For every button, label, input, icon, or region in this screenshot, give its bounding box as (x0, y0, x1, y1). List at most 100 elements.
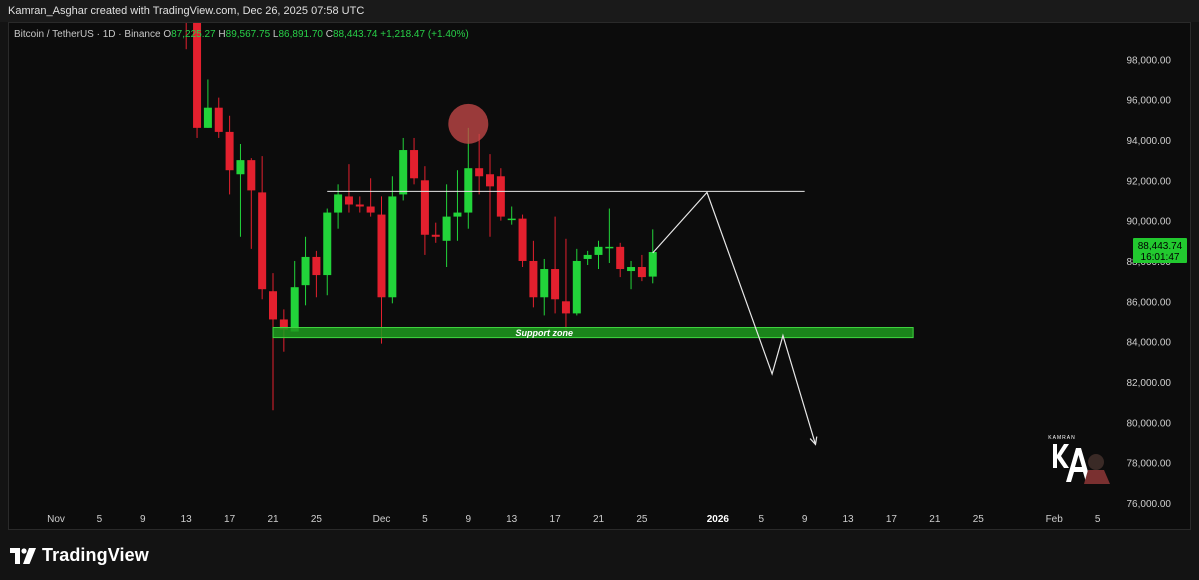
x-tick-label: 5 (758, 514, 764, 525)
footer (0, 530, 1199, 580)
candle (258, 156, 267, 300)
y-tick-label: 92,000.00 (1127, 176, 1172, 187)
candle-body (431, 234, 440, 237)
candle (399, 137, 408, 201)
y-tick-label: 94,000.00 (1127, 136, 1172, 147)
candle (464, 127, 473, 229)
open-label: O (163, 29, 172, 40)
candle-body (236, 160, 245, 175)
author-logo-avatar (1088, 454, 1104, 470)
close-label: C (325, 29, 333, 40)
candle (431, 222, 440, 243)
candle-body (301, 256, 310, 286)
x-tick-label: 17 (550, 514, 562, 525)
y-tick-label: 90,000.00 (1127, 217, 1172, 228)
x-tick-label: 25 (636, 514, 648, 525)
candles-layer (182, 0, 657, 411)
x-tick-label: 21 (929, 514, 941, 525)
candle (551, 216, 560, 314)
support-zone (272, 327, 914, 339)
candle-body (355, 204, 364, 207)
candle (269, 273, 277, 411)
candle (344, 164, 353, 213)
overlay-layer: Support zone (272, 103, 914, 446)
candle (290, 260, 299, 332)
candle (301, 236, 310, 306)
y-tick-label: 78,000.00 (1127, 459, 1172, 470)
tradingview-logo[interactable]: TradingView (10, 545, 149, 566)
y-tick-label: 98,000.00 (1127, 55, 1172, 66)
candle (377, 196, 386, 344)
candle-body (551, 269, 560, 300)
candle-body (442, 216, 451, 241)
candle (355, 196, 364, 213)
chart-frame[interactable] (8, 22, 1191, 530)
low-value: 86,891.70 (278, 29, 323, 40)
price-badge-countdown: 16:01:47 (1141, 252, 1180, 263)
candle (420, 166, 429, 255)
candle-body (572, 260, 581, 314)
high-label: H (218, 29, 226, 40)
y-tick-label: 76,000.00 (1127, 499, 1172, 510)
candle-body (258, 192, 267, 290)
candle-body (182, 0, 190, 23)
candle (594, 240, 603, 270)
candle-body (627, 267, 636, 272)
candle (583, 250, 592, 265)
attribution-text: Kamran_Asghar created with TradingView.c… (8, 5, 365, 17)
candle-body (225, 131, 234, 171)
candle (453, 170, 462, 241)
candle-body (637, 267, 646, 278)
x-tick-label: 21 (593, 514, 605, 525)
candle-body (496, 176, 505, 217)
candle (225, 115, 234, 195)
candle (312, 250, 321, 298)
x-tick-label: 2026 (707, 514, 730, 525)
candle (323, 208, 332, 296)
x-tick-label: 13 (181, 514, 193, 525)
candle-body (583, 254, 592, 259)
x-tick-label: 17 (886, 514, 898, 525)
candle-body (648, 252, 657, 277)
x-tick-label: 25 (973, 514, 985, 525)
author-logo-caption: KAMRAN (1048, 435, 1075, 441)
candle-body (279, 319, 288, 330)
candle (388, 176, 397, 304)
candle (236, 144, 245, 237)
candle-body (507, 218, 516, 221)
candle-body (594, 246, 603, 255)
candle-body (540, 269, 549, 298)
candle (203, 79, 212, 128)
candle-body (290, 287, 299, 332)
candle-body (486, 174, 494, 187)
candle (540, 258, 549, 316)
candle-body (334, 194, 343, 213)
candle-body (453, 212, 462, 217)
candle (410, 137, 419, 185)
candle-body (529, 260, 538, 298)
candle-body (518, 218, 527, 261)
candle-body (605, 246, 614, 249)
x-tick-label: 5 (1095, 514, 1101, 525)
candle (193, 23, 202, 138)
x-tick-label: Nov (47, 514, 65, 525)
candle-body (377, 214, 386, 298)
x-tick-label: 25 (311, 514, 323, 525)
highlight-marker (448, 103, 489, 144)
candle (214, 97, 223, 138)
symbol-name: Bitcoin / TetherUS · 1D · Binance (14, 29, 161, 40)
candle-body (203, 107, 212, 128)
candle-body (323, 212, 332, 276)
high-value: 89,567.75 (225, 29, 271, 40)
candle-body (475, 168, 484, 177)
projection-arrowhead (809, 436, 818, 446)
author-logo-k (1053, 444, 1069, 468)
support-zone-label: Support zone (516, 328, 574, 338)
candle-body (388, 196, 397, 298)
candle (475, 133, 484, 195)
x-tick-label: 9 (140, 514, 146, 525)
y-tick-label: 80,000.00 (1127, 418, 1172, 429)
y-tick-label: 84,000.00 (1127, 338, 1172, 349)
candle (496, 168, 505, 221)
